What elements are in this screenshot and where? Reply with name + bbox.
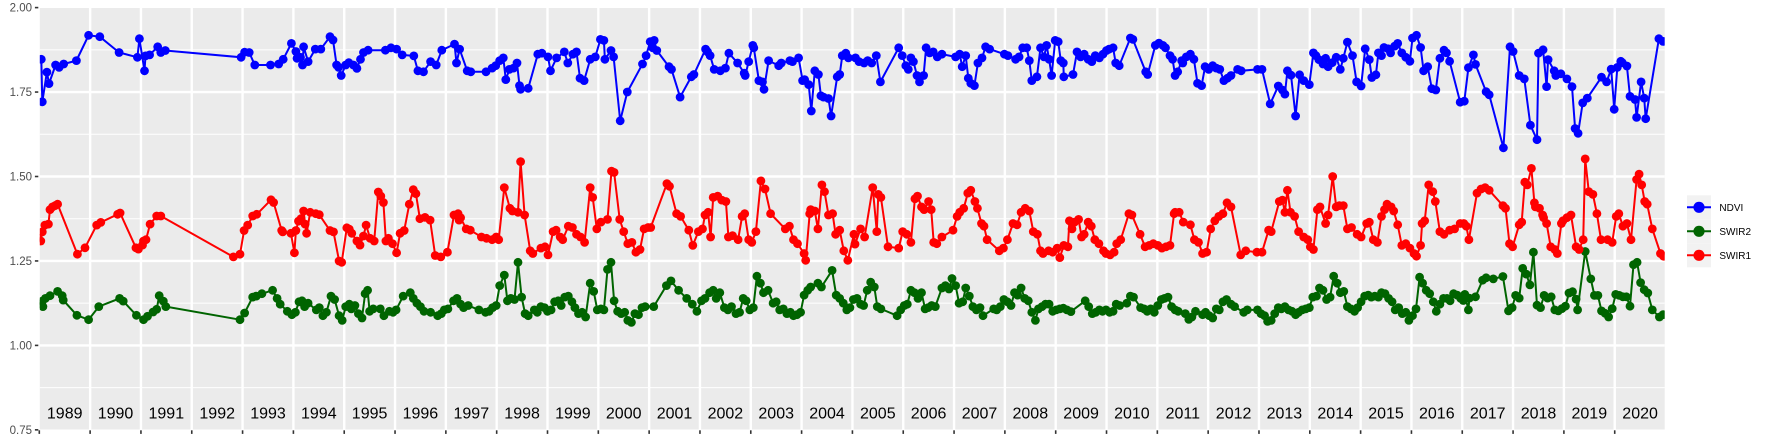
svg-text:1.75: 1.75 — [10, 87, 32, 99]
svg-text:2015: 2015 — [1368, 406, 1404, 423]
svg-text:1999: 1999 — [555, 406, 591, 423]
svg-text:2000: 2000 — [606, 406, 642, 423]
svg-text:2019: 2019 — [1572, 406, 1608, 423]
svg-text:2014: 2014 — [1317, 406, 1353, 423]
svg-text:2009: 2009 — [1063, 406, 1099, 423]
svg-text:1998: 1998 — [504, 406, 540, 423]
svg-text:2010: 2010 — [1114, 406, 1150, 423]
svg-text:1989: 1989 — [47, 406, 83, 423]
svg-text:2013: 2013 — [1267, 406, 1303, 423]
svg-text:1992: 1992 — [199, 406, 235, 423]
svg-text:1994: 1994 — [301, 406, 337, 423]
svg-text:2001: 2001 — [657, 406, 693, 423]
svg-text:2012: 2012 — [1216, 406, 1252, 423]
svg-text:2018: 2018 — [1521, 406, 1557, 423]
svg-text:1990: 1990 — [98, 406, 134, 423]
svg-text:NDVI: NDVI — [1719, 203, 1743, 214]
svg-text:1.00: 1.00 — [10, 341, 32, 353]
svg-text:1997: 1997 — [454, 406, 490, 423]
svg-text:2020: 2020 — [1622, 406, 1658, 423]
svg-text:0.75: 0.75 — [10, 425, 32, 437]
svg-text:SWIR2: SWIR2 — [1719, 227, 1751, 238]
svg-text:2006: 2006 — [911, 406, 947, 423]
svg-text:2004: 2004 — [809, 406, 845, 423]
svg-text:2.00: 2.00 — [10, 3, 32, 15]
svg-text:1.25: 1.25 — [10, 256, 32, 268]
svg-text:2008: 2008 — [1013, 406, 1049, 423]
svg-text:2002: 2002 — [708, 406, 744, 423]
svg-text:1.50: 1.50 — [10, 172, 32, 184]
svg-text:2005: 2005 — [860, 406, 896, 423]
svg-text:2003: 2003 — [758, 406, 794, 423]
svg-text:2011: 2011 — [1166, 406, 1201, 423]
svg-text:2017: 2017 — [1470, 406, 1506, 423]
svg-text:2016: 2016 — [1419, 406, 1455, 423]
svg-text:1991: 1991 — [149, 406, 185, 423]
svg-text:2007: 2007 — [962, 406, 998, 423]
svg-text:SWIR1: SWIR1 — [1719, 251, 1751, 262]
svg-text:1996: 1996 — [403, 406, 439, 423]
svg-text:1995: 1995 — [352, 406, 388, 423]
svg-text:1993: 1993 — [250, 406, 286, 423]
